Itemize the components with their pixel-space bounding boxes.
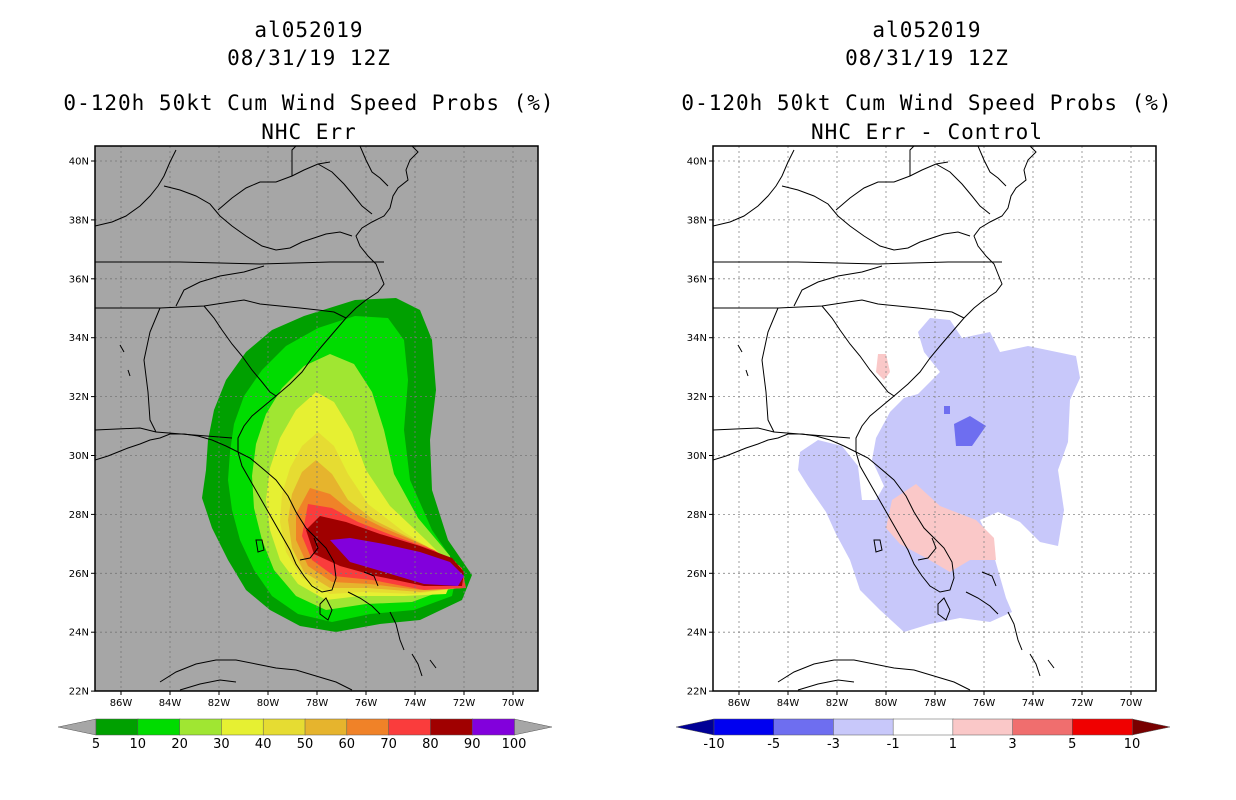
right-map	[713, 146, 1156, 691]
colorbar-label: 80	[422, 737, 439, 752]
lat-label: 24N	[69, 628, 89, 639]
lon-label: 80W	[875, 698, 898, 709]
lat-label: 36N	[69, 274, 89, 285]
right-datetime: 08/31/19 12Z	[845, 46, 1009, 70]
diff-contour-plus1-north	[876, 354, 890, 380]
colorbar-label: 10	[1124, 737, 1141, 752]
lon-label: 84W	[777, 698, 800, 709]
colorbar-label: 20	[171, 737, 188, 752]
colorbar-swatch	[833, 718, 894, 736]
colorbar-label: 30	[213, 737, 230, 752]
lat-label: 22N	[69, 687, 89, 698]
colorbar-over-triangle	[1131, 718, 1171, 736]
lat-label: 40N	[687, 157, 707, 168]
left-product-title: 0-120h 50kt Cum Wind Speed Probs (%)	[63, 91, 555, 115]
right-colorbar: -10 -5 -3 -1 1 3 5 10	[675, 718, 1171, 752]
lon-label: 76W	[973, 698, 996, 709]
lon-label: 82W	[208, 698, 231, 709]
diff-contour-minus5	[954, 416, 986, 446]
right-product-title: 0-120h 50kt Cum Wind Speed Probs (%)	[681, 91, 1173, 115]
colorbar-label: 70	[380, 737, 397, 752]
colorbar-swatch	[430, 718, 473, 736]
lon-label: 70W	[502, 698, 525, 709]
colorbar-swatch	[952, 718, 1014, 736]
lon-label: 78W	[924, 698, 947, 709]
lat-label: 26N	[69, 569, 89, 580]
lon-label: 78W	[306, 698, 329, 709]
lat-label: 36N	[687, 274, 707, 285]
colorbar-swatch	[221, 718, 264, 736]
lon-label: 72W	[453, 698, 476, 709]
colorbar-label: 5	[1068, 737, 1076, 752]
colorbar-label: 10	[130, 737, 147, 752]
lon-label: 74W	[404, 698, 427, 709]
colorbar-label: 5	[92, 737, 100, 752]
colorbar-swatch	[471, 718, 515, 736]
colorbar-swatch	[388, 718, 432, 736]
lon-label: 80W	[257, 698, 280, 709]
lat-label: 38N	[687, 215, 707, 226]
colorbar-label: 100	[502, 737, 527, 752]
lat-label: 26N	[687, 569, 707, 580]
colorbar-swatch	[137, 718, 181, 736]
colorbar-swatch	[95, 718, 139, 736]
prob-contour-90	[330, 538, 464, 586]
left-colorbar: 5 10 20 30 40 50 60 70 80 90 100	[57, 718, 553, 752]
colorbar-swatch	[346, 718, 390, 736]
left-datetime: 08/31/19 12Z	[227, 46, 391, 70]
lat-label: 28N	[69, 510, 89, 521]
colorbar-label: 40	[255, 737, 272, 752]
lat-label: 28N	[687, 510, 707, 521]
lon-label: 72W	[1071, 698, 1094, 709]
lon-label: 86W	[728, 698, 751, 709]
colorbar-swatch	[179, 718, 223, 736]
colorbar-label: -10	[703, 737, 724, 752]
lon-label: 70W	[1120, 698, 1143, 709]
colorbar-swatch	[773, 718, 835, 736]
colorbar-swatch	[1072, 718, 1133, 736]
lat-label: 32N	[69, 392, 89, 403]
lat-label: 30N	[69, 451, 89, 462]
right-subtitle: NHC Err - Control	[811, 120, 1043, 144]
colorbar-under-triangle	[675, 718, 715, 736]
colorbar-label: 90	[464, 737, 481, 752]
lon-label: 86W	[110, 698, 133, 709]
colorbar-under-triangle	[57, 718, 97, 736]
colorbar-label: 1	[949, 737, 957, 752]
colorbar-label: 3	[1008, 737, 1016, 752]
colorbar-over-triangle	[513, 718, 553, 736]
lon-label: 76W	[355, 698, 378, 709]
lat-label: 34N	[687, 333, 707, 344]
colorbar-swatch	[262, 718, 306, 736]
lat-label: 22N	[687, 687, 707, 698]
left-storm-id: al052019	[254, 18, 364, 42]
lat-label: 24N	[687, 628, 707, 639]
lat-label: 34N	[69, 333, 89, 344]
colorbar-label: -1	[887, 737, 900, 752]
lon-label: 74W	[1022, 698, 1045, 709]
lat-label: 38N	[69, 215, 89, 226]
colorbar-swatch	[304, 718, 348, 736]
lon-label: 82W	[826, 698, 849, 709]
colorbar-swatch	[892, 718, 954, 736]
lon-label: 84W	[159, 698, 182, 709]
colorbar-label: -5	[767, 737, 780, 752]
right-storm-id: al052019	[872, 18, 982, 42]
colorbar-label: 60	[339, 737, 356, 752]
lat-label: 32N	[687, 392, 707, 403]
colorbar-label: -3	[827, 737, 840, 752]
diff-contour-plus1-south	[886, 484, 996, 572]
colorbar-swatch	[713, 718, 775, 736]
diff-contour-minus5-small	[944, 406, 950, 414]
left-subtitle: NHC Err	[261, 120, 357, 144]
lat-label: 30N	[687, 451, 707, 462]
colorbar-swatch	[1012, 718, 1074, 736]
left-map	[95, 146, 538, 691]
lat-label: 40N	[69, 157, 89, 168]
colorbar-label: 50	[297, 737, 314, 752]
